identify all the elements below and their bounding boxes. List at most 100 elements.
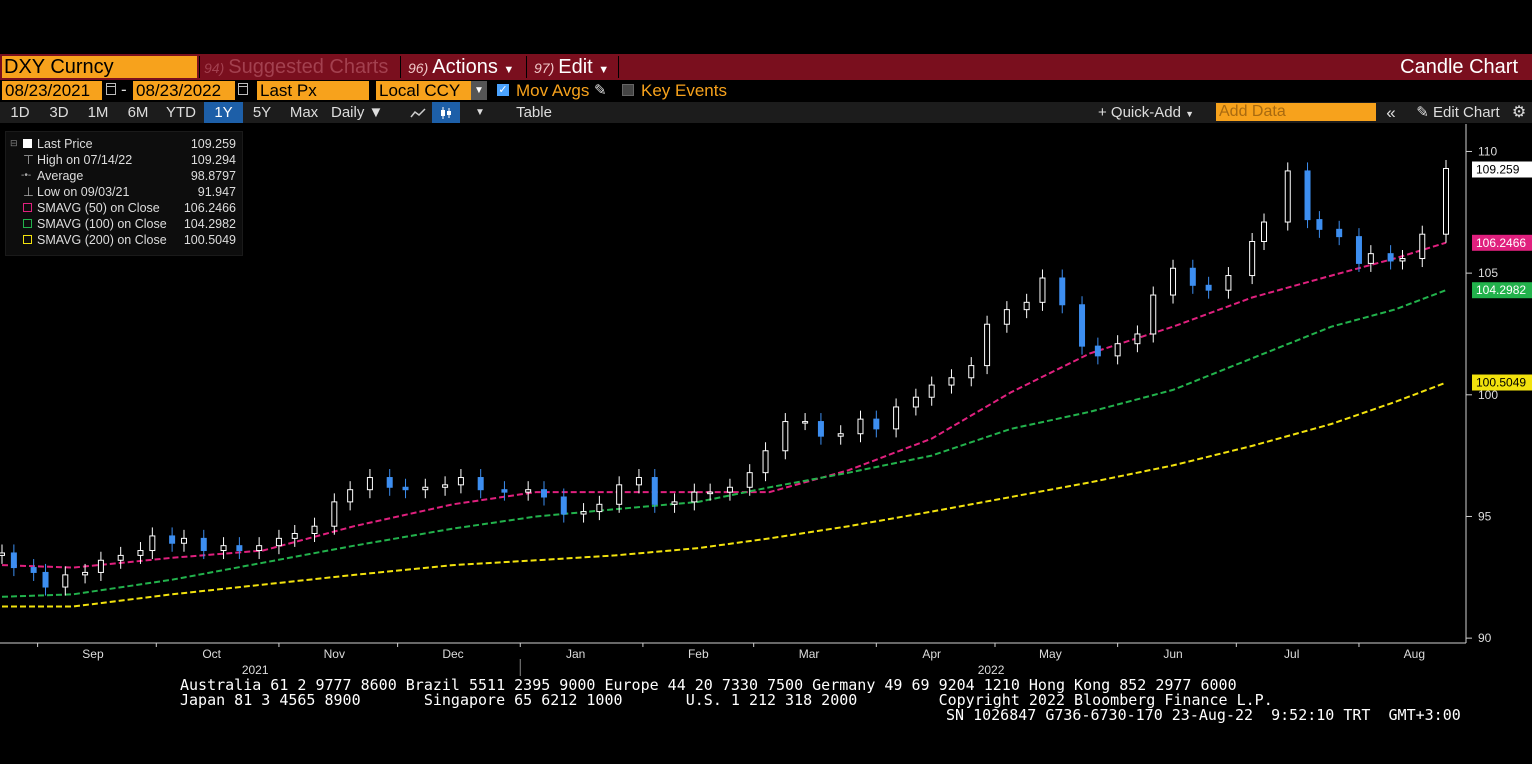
key-events-label[interactable]: Key Events [641, 81, 727, 100]
edit-chart-label: Edit Chart [1433, 104, 1500, 121]
range-1m-button[interactable]: 1M [87, 104, 109, 121]
candle-body [0, 552, 5, 556]
candle-body [893, 406, 900, 430]
candle-chart-icon[interactable] [432, 102, 460, 123]
candle-body [1150, 294, 1157, 335]
edit-number: 97) [534, 60, 555, 76]
candle-body [837, 433, 844, 437]
sma50-swatch [23, 203, 32, 212]
candle-body [137, 550, 144, 556]
suggested-charts-number: 94) [204, 60, 225, 76]
range-3d-button[interactable]: 3D [49, 104, 69, 121]
period-select[interactable]: Daily ▼ [331, 102, 397, 123]
quick-add-button[interactable]: + Quick-Add ▼ [1090, 102, 1202, 123]
candle-body [42, 571, 49, 588]
last-value-label: 106.2466 [1476, 236, 1526, 250]
candle-body [256, 545, 263, 552]
field-select[interactable]: Last Px [257, 81, 369, 100]
double-chevron-left-icon[interactable]: « [1386, 103, 1396, 122]
range-ytd-button[interactable]: YTD [166, 104, 196, 121]
legend-label: Average [37, 169, 84, 183]
range-1y-button[interactable]: 1Y [204, 102, 243, 123]
legend-value: 100.5049 [183, 233, 236, 247]
date-separator: - [121, 80, 127, 99]
candle-body [1336, 228, 1343, 238]
collapse-icon[interactable]: ⊟ [10, 138, 18, 148]
legend-label: Low on 09/03/21 [37, 185, 130, 199]
table-button[interactable]: Table [516, 104, 552, 121]
x-tick-label: Jan [566, 647, 585, 661]
actions-menu[interactable]: 96) Actions ▼ [408, 55, 514, 79]
candle-body [540, 489, 547, 498]
pencil-icon[interactable]: ✎ [594, 82, 607, 99]
range-5y-button[interactable]: 5Y [252, 104, 272, 121]
range-1d-button[interactable]: 1D [10, 104, 30, 121]
chevron-down-icon: ▼ [1185, 109, 1195, 119]
x-tick-label: Nov [324, 647, 345, 661]
candle-body [1114, 343, 1121, 357]
x-tick-label: Jul [1284, 647, 1299, 661]
range-max-button[interactable]: Max [289, 104, 319, 121]
average-marker-icon: -•- [21, 170, 32, 181]
price-chart[interactable]: 90 95 100 105 110 Sep Oct Nov Dec Jan Feb Mar Apr May… [0, 124, 1532, 676]
y-tick-label: 95 [1478, 509, 1492, 523]
candle-body [968, 365, 975, 379]
x-tick-label: Apr [922, 647, 941, 661]
start-date-input[interactable]: 08/23/2021 [2, 81, 102, 100]
legend-value: 98.8797 [190, 169, 236, 183]
edit-menu[interactable]: 97) Edit ▼ [534, 55, 609, 79]
gear-icon[interactable]: ⚙ [1511, 104, 1527, 121]
legend-label: High on 07/14/22 [37, 153, 133, 167]
candle-body [1079, 304, 1086, 347]
candle-body [1134, 333, 1141, 345]
end-date-input[interactable]: 08/23/2022 [133, 81, 235, 100]
candle-body [10, 552, 17, 569]
last-value-tag [1472, 282, 1532, 299]
calendar-icon[interactable] [238, 83, 248, 95]
candle-body [802, 421, 809, 424]
x-tick-label: Aug [1404, 647, 1425, 661]
candle-body [1170, 267, 1177, 296]
candle-body [1003, 309, 1010, 325]
moving-average-lines [1, 241, 1447, 608]
ticker-input[interactable]: DXY Curncy [2, 56, 197, 78]
line-chart-icon[interactable] [404, 102, 432, 123]
candle-body [30, 567, 37, 573]
candle-body [691, 491, 698, 503]
chevron-down-icon[interactable]: ▼ [471, 81, 487, 100]
range-6m-button[interactable]: 6M [127, 104, 149, 121]
y-tick-label: 110 [1478, 144, 1497, 158]
candle-body [912, 396, 919, 408]
add-data-input[interactable]: Add Data [1216, 103, 1376, 121]
candles [0, 159, 1449, 596]
candle-body [857, 418, 864, 435]
candle-body [117, 554, 124, 561]
candle-body [1094, 345, 1101, 357]
calendar-icon[interactable] [106, 83, 116, 95]
chevron-down-icon[interactable]: ▼ [475, 107, 485, 118]
high-marker-icon: ⊤ [23, 153, 34, 167]
low-marker-icon: ⊥ [23, 185, 34, 199]
legend-value: 91.947 [197, 185, 236, 199]
mov-avgs-label[interactable]: Mov Avgs [516, 81, 590, 100]
sma-line [2, 381, 1447, 608]
actions-number: 96) [408, 60, 429, 76]
sma-line [1, 241, 1447, 569]
legend-value: 109.294 [190, 153, 236, 167]
candle-body [477, 477, 484, 491]
suggested-charts-menu[interactable]: 94) Suggested Charts [204, 55, 388, 79]
header-divider [526, 56, 527, 78]
header-divider [400, 56, 401, 78]
candle-body [762, 450, 769, 474]
mov-avgs-checkbox[interactable]: ✓ [497, 84, 509, 96]
legend-label: Last Price [37, 137, 93, 151]
edit-chart-button[interactable]: ✎ Edit Chart [1406, 102, 1510, 123]
candle-body [726, 486, 733, 493]
candle-body [169, 535, 176, 544]
candle-body [149, 535, 156, 552]
candle-body [1355, 236, 1362, 264]
currency-select[interactable]: Local CCY [376, 81, 471, 100]
candle-body [180, 537, 187, 544]
footer-session-line: SN 1026847 G736-6730-170 23-Aug-22 9:52:… [946, 706, 1461, 724]
key-events-checkbox[interactable] [622, 84, 634, 96]
